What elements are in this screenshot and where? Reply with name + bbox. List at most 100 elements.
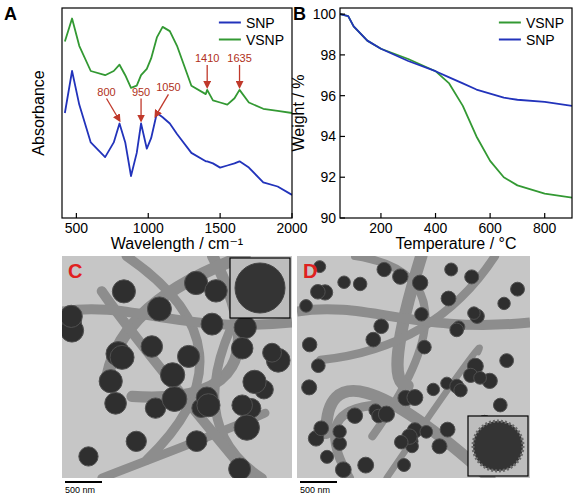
y-tick: [340, 217, 345, 218]
nanoparticle: [178, 345, 200, 367]
nanoparticle: [493, 398, 507, 412]
scale-bar-label: 500 nm: [300, 485, 330, 495]
lacey-carbon: [326, 391, 489, 478]
nanoparticle: [498, 297, 510, 309]
y-tick: [340, 177, 345, 178]
nanoparticle: [197, 394, 220, 417]
y-tick-label: 92: [320, 169, 336, 185]
series-line: [65, 71, 292, 195]
nanoparticle: [347, 408, 362, 423]
nanoparticle: [311, 359, 325, 373]
legend-label: SNP: [246, 15, 275, 31]
plot-frame: [340, 8, 572, 218]
x-tick: [380, 213, 381, 218]
y-tick-label: 100: [313, 6, 337, 22]
legend: SNPVSNP: [219, 15, 284, 48]
inset-particle: [473, 421, 523, 471]
nanoparticle: [112, 280, 135, 303]
y-tick: [340, 14, 345, 15]
nanoparticle: [231, 337, 253, 359]
nanoparticle: [126, 431, 146, 451]
x-tick-label: 600: [478, 220, 502, 236]
series-group: [65, 19, 292, 195]
nanoparticle: [302, 380, 317, 395]
inset-particle: [235, 263, 285, 313]
series-line: [65, 19, 292, 114]
x-tick-label: 1500: [205, 220, 236, 236]
x-tick: [490, 213, 491, 218]
tem-content: [62, 256, 292, 478]
nanoparticle: [440, 422, 455, 437]
y-tick: [340, 136, 345, 137]
annotation-label: 1050: [156, 81, 180, 93]
nanoparticle: [300, 300, 313, 313]
chart-panel: 500100015002000Wavelength / cm⁻¹Absorban…: [4, 4, 308, 252]
scale-bar: [65, 481, 102, 483]
x-tick-label: 1000: [133, 220, 164, 236]
nanoparticle: [450, 323, 464, 337]
nanoparticle: [415, 308, 429, 322]
x-tick: [148, 213, 149, 218]
tem-background: [297, 256, 530, 478]
x-tick-label: 500: [65, 220, 89, 236]
y-tick: [340, 95, 345, 96]
nanoparticle: [445, 263, 458, 276]
nanoparticle: [234, 316, 256, 338]
x-tick-label: 200: [369, 220, 393, 236]
y-axis-label: Weight / %: [290, 74, 307, 151]
y-tick-label: 96: [320, 88, 336, 104]
nanoparticle: [229, 458, 251, 478]
nanoparticle: [105, 393, 127, 415]
nanoparticle: [511, 282, 525, 296]
nanoparticle: [201, 313, 223, 335]
nanoparticle: [302, 337, 316, 351]
y-axis-label: Absorbance: [30, 70, 47, 155]
nanoparticle: [314, 421, 329, 436]
legend-label: SNP: [526, 32, 555, 48]
nanoparticle: [366, 332, 381, 347]
nanoparticle: [160, 363, 184, 387]
nanoparticle: [393, 269, 408, 284]
nanoparticle: [432, 439, 447, 454]
nanoparticle: [338, 276, 350, 288]
x-tick-label: 800: [533, 220, 557, 236]
nanoparticle: [205, 280, 227, 302]
nanoparticle: [394, 435, 408, 449]
nanoparticle: [427, 383, 439, 395]
annotation-arrow: [155, 94, 168, 116]
annotation-arrow: [239, 65, 240, 87]
nanoparticle: [335, 462, 351, 478]
lacey-carbon: [387, 348, 480, 478]
legend-swatch: [219, 22, 241, 24]
panel-letter: B: [293, 4, 306, 24]
annotation-label: 1410: [195, 52, 219, 64]
scale-bar-label: 500 nm: [65, 485, 95, 495]
x-tick-label: 400: [424, 220, 448, 236]
tem-background: [62, 256, 292, 478]
chart-panel: 2004006008009092949698100Temperature / °…: [290, 4, 572, 252]
nanoparticle: [474, 371, 487, 384]
nanoparticle: [232, 395, 253, 416]
inset: [468, 416, 528, 476]
nanoparticle: [186, 431, 207, 452]
annotation-label: 950: [132, 86, 150, 98]
nanoparticle: [465, 270, 479, 284]
series-group: [340, 14, 572, 197]
nanoparticle: [243, 370, 266, 393]
annotation-arrow: [207, 65, 208, 87]
nanoparticle: [374, 319, 389, 334]
nanoparticle: [397, 459, 410, 472]
nanoparticle: [321, 450, 334, 463]
nanoparticle: [377, 262, 391, 276]
y-tick-label: 98: [320, 47, 336, 63]
legend-swatch: [499, 22, 521, 24]
tem-image: D500 nm: [297, 256, 530, 495]
nanoparticle: [353, 277, 366, 290]
nanoparticle: [184, 271, 207, 294]
series-line: [340, 14, 572, 106]
annotation-arrow: [140, 99, 141, 121]
nanoparticle: [79, 447, 98, 466]
inset: [230, 258, 290, 318]
nanoparticle: [333, 425, 346, 438]
series-line: [340, 14, 572, 197]
